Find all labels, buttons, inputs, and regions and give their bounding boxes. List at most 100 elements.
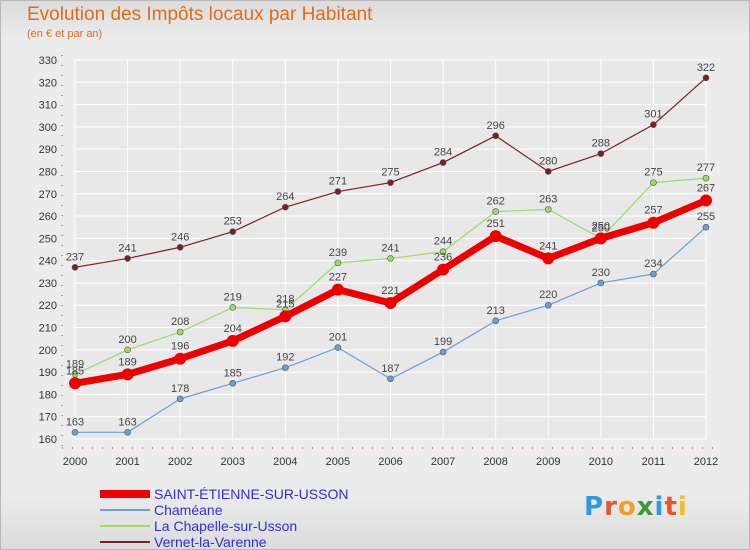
legend-swatch (100, 509, 150, 511)
data-point (229, 304, 237, 311)
data-point (439, 248, 447, 256)
data-label: 280 (539, 155, 557, 167)
x-tick-label: 2008 (483, 456, 507, 468)
x-tick-label: 2007 (431, 456, 455, 468)
logo-letter: t (664, 492, 678, 522)
axes: 1601701801902002102202302402502602702802… (39, 55, 720, 468)
x-tick-label: 2002 (168, 456, 192, 468)
data-point (279, 310, 292, 323)
data-label: 178 (171, 383, 189, 395)
legend-label: La Chapelle-sur-Usson (154, 518, 298, 534)
data-point (334, 344, 342, 351)
data-point (229, 228, 237, 235)
data-point (597, 279, 605, 287)
data-label: 251 (486, 218, 504, 230)
data-point (702, 223, 710, 231)
data-label: 213 (486, 305, 504, 317)
data-label: 187 (381, 363, 399, 375)
data-point (437, 263, 450, 276)
data-label: 189 (66, 358, 84, 370)
data-point (69, 377, 81, 390)
data-label: 163 (66, 416, 84, 428)
data-point (384, 297, 397, 310)
y-tick-label: 190 (39, 367, 57, 379)
y-tick-label: 230 (39, 278, 57, 290)
data-point (492, 132, 499, 140)
data-label: 189 (118, 356, 136, 368)
data-label: 253 (224, 216, 242, 228)
data-label: 185 (66, 365, 84, 377)
data-label: 257 (644, 205, 662, 217)
data-label: 192 (276, 352, 294, 364)
data-point (71, 429, 79, 436)
x-tick-label: 2010 (589, 456, 613, 468)
y-tick-label: 180 (39, 389, 57, 401)
series-group (69, 74, 712, 436)
x-tick-label: 2005 (326, 456, 350, 468)
y-tick-label: 240 (39, 256, 57, 268)
data-point (121, 368, 134, 381)
data-point (492, 208, 499, 215)
data-point (124, 255, 131, 262)
data-label: 284 (434, 147, 452, 159)
data-label: 220 (539, 289, 557, 301)
data-label: 288 (592, 138, 610, 150)
data-label: 241 (118, 242, 136, 254)
data-label: 244 (434, 236, 452, 248)
data-point (542, 252, 555, 265)
data-label: 236 (434, 252, 452, 264)
y-tick-label: 290 (39, 144, 57, 156)
data-point (702, 74, 710, 82)
data-label: 237 (66, 251, 84, 263)
data-point (650, 121, 657, 128)
y-tick-label: 330 (39, 55, 57, 67)
chart-subtitle: (en € et par an) (27, 28, 103, 40)
data-point (544, 301, 552, 309)
data-label: 221 (381, 285, 399, 297)
data-label: 196 (171, 341, 189, 353)
data-label: 250 (592, 220, 610, 232)
data-label: 241 (381, 242, 399, 254)
data-point (594, 232, 607, 245)
data-point (702, 174, 710, 182)
data-point (650, 270, 657, 278)
data-label: 227 (329, 272, 347, 284)
data-label: 250 (592, 222, 610, 234)
data-label: 185 (224, 367, 242, 379)
data-label: 271 (329, 176, 347, 188)
x-tick-label: 2006 (378, 456, 402, 468)
y-tick-label: 320 (39, 77, 57, 89)
data-point (334, 188, 342, 195)
data-label: 234 (644, 258, 662, 270)
data-label: 204 (224, 323, 242, 335)
data-point (544, 206, 552, 213)
x-tick-label: 2003 (221, 456, 245, 468)
data-point (282, 364, 289, 371)
x-tick-label: 2012 (694, 456, 718, 468)
data-label: 199 (434, 336, 452, 348)
data-point (124, 429, 131, 436)
data-point (387, 255, 394, 262)
x-tick-label: 2000 (63, 456, 87, 468)
data-point (176, 395, 184, 403)
y-tick-label: 250 (39, 233, 57, 245)
data-label: 219 (224, 291, 242, 303)
x-tick-label: 2009 (536, 456, 560, 468)
data-label: 218 (276, 294, 294, 306)
x-tick-label: 2011 (642, 456, 666, 468)
x-tick-label: 2001 (115, 456, 139, 468)
data-label: 239 (329, 247, 347, 259)
logo-letter: o (617, 492, 637, 522)
x-tick-label: 2004 (273, 456, 297, 468)
logo-letter: P (584, 492, 605, 522)
data-point (439, 348, 447, 356)
data-label: 263 (539, 193, 557, 205)
y-tick-label: 280 (39, 166, 57, 178)
legend-swatch (100, 490, 150, 498)
logo-letter: i (677, 492, 688, 522)
data-point (229, 379, 237, 387)
data-label: 322 (697, 62, 715, 74)
data-point (174, 352, 187, 365)
data-label: 262 (486, 196, 504, 208)
data-label: 230 (592, 267, 610, 279)
